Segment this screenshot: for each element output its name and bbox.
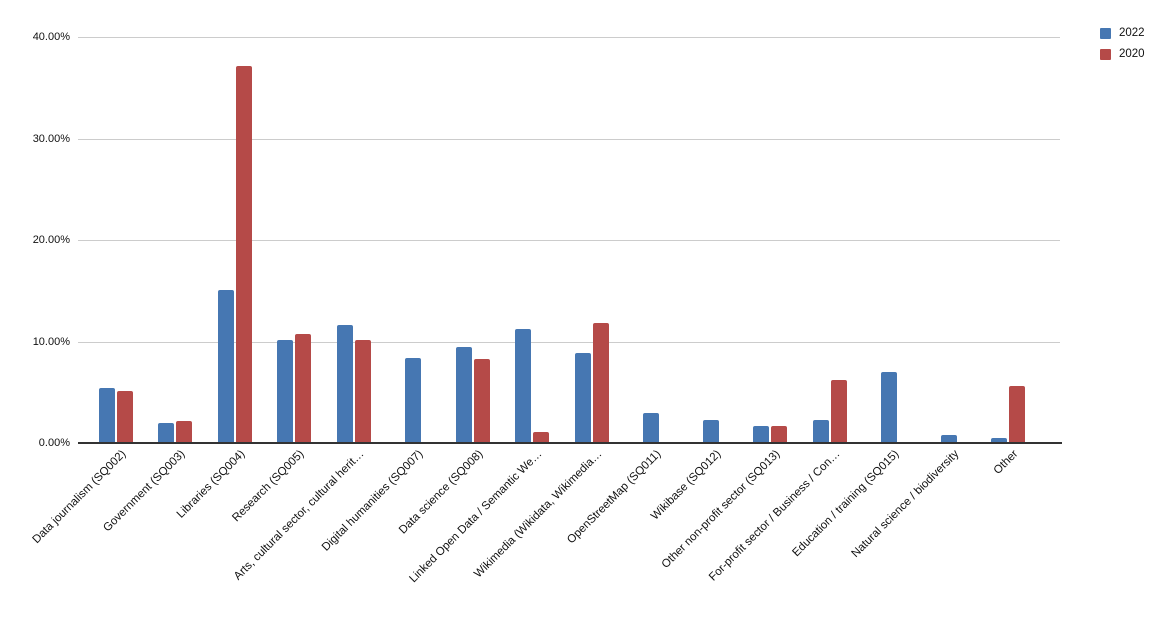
bar-group — [503, 37, 563, 443]
bar-2020-8[interactable] — [592, 323, 609, 443]
bar-2022-13[interactable] — [881, 372, 898, 443]
bar-2022-15[interactable] — [991, 438, 1008, 443]
y-axis-tick-label: 30.00% — [32, 132, 70, 145]
bar-2022-9[interactable] — [643, 413, 660, 443]
bar-2020-0[interactable] — [116, 391, 133, 443]
legend-item-2022[interactable]: 2022 — [1100, 27, 1145, 39]
bar-2022-11[interactable] — [753, 426, 770, 443]
bar-2022-0[interactable] — [98, 388, 115, 443]
bar-2020-3[interactable] — [295, 334, 312, 443]
bar-2020-12[interactable] — [830, 380, 847, 443]
legend-label: 2020 — [1119, 48, 1145, 60]
bar-2020-7[interactable] — [533, 432, 550, 443]
legend-item-2020[interactable]: 2020 — [1100, 48, 1145, 60]
bar-group — [860, 37, 920, 443]
bar-2022-3[interactable] — [277, 340, 294, 443]
bar-2020-2[interactable] — [235, 66, 252, 443]
bar-2022-4[interactable] — [336, 325, 353, 443]
bar-group — [622, 37, 682, 443]
bar-2020-1[interactable] — [176, 421, 193, 443]
bars-area — [86, 37, 1038, 443]
bar-group — [265, 37, 325, 443]
bar-2022-7[interactable] — [515, 329, 532, 443]
bar-group — [681, 37, 741, 443]
gridline — [78, 341, 1060, 343]
plot-area — [78, 37, 1060, 443]
bar-group — [741, 37, 801, 443]
bar-group — [562, 37, 622, 443]
x-axis-line — [78, 442, 1062, 444]
bar-group — [919, 37, 979, 443]
gridline — [78, 37, 1060, 38]
bar-2022-8[interactable] — [574, 353, 591, 443]
legend: 2022 2020 — [1100, 27, 1145, 69]
bar-2020-15[interactable] — [1009, 386, 1026, 443]
bar-2022-5[interactable] — [405, 358, 422, 443]
bar-group — [86, 37, 146, 443]
bar-group — [146, 37, 206, 443]
y-axis-tick-label: 0.00% — [38, 437, 70, 449]
bar-2022-14[interactable] — [940, 435, 957, 443]
y-axis-tick-label: 10.00% — [32, 335, 70, 348]
bar-2020-11[interactable] — [771, 426, 788, 443]
bar-2022-10[interactable] — [702, 420, 719, 443]
bar-group — [979, 37, 1039, 443]
bar-group — [384, 37, 444, 443]
legend-swatch-icon — [1100, 27, 1111, 39]
bar-2022-1[interactable] — [158, 423, 175, 443]
bar-2022-2[interactable] — [217, 290, 234, 443]
bar-group — [800, 37, 860, 443]
gridline — [78, 138, 1060, 140]
bar-2020-4[interactable] — [354, 340, 371, 443]
y-axis-tick-label: 20.00% — [32, 234, 70, 246]
gridline — [78, 240, 1060, 241]
bar-group — [324, 37, 384, 443]
legend-swatch-icon — [1100, 48, 1111, 60]
bar-group — [205, 37, 265, 443]
bar-2022-12[interactable] — [812, 420, 829, 443]
legend-label: 2022 — [1119, 27, 1145, 39]
x-axis-label: Other — [991, 448, 1021, 477]
bar-2020-6[interactable] — [473, 359, 490, 443]
y-axis-tick-label: 40.00% — [32, 31, 70, 43]
bar-group — [443, 37, 503, 443]
bar-2022-6[interactable] — [455, 347, 472, 443]
